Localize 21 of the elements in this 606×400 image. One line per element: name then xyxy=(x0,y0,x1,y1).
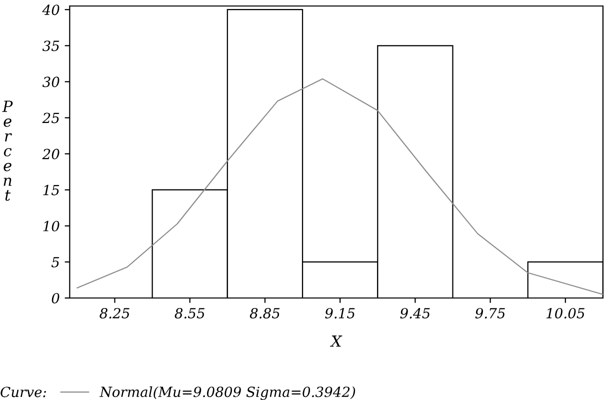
x-tick-label: 9.15 xyxy=(325,308,355,318)
y-tick-label: 15 xyxy=(43,184,60,196)
x-tick-label: 8.85 xyxy=(250,308,280,318)
legend-title: Curve: xyxy=(0,386,46,398)
y-tick-label: 20 xyxy=(42,148,60,160)
y-tick-label: 40 xyxy=(42,4,60,16)
y-axis-title: Percent xyxy=(2,100,13,201)
line-series xyxy=(76,78,603,295)
y-tick-label: 10 xyxy=(43,220,60,232)
legend-label: Normal(Mu=9.0809 Sigma=0.3942) xyxy=(99,386,356,400)
y-tick-label: 25 xyxy=(42,112,60,124)
x-axis-title: X xyxy=(330,336,342,347)
x-tick-label: 8.25 xyxy=(100,308,130,318)
x-tick-label: 9.75 xyxy=(475,308,505,318)
x-tick-label: 8.55 xyxy=(174,308,204,318)
y-tick-label: 35 xyxy=(42,40,60,52)
x-tick-label: 9.45 xyxy=(400,308,430,318)
y-tick-label: 5 xyxy=(51,257,60,268)
y-tick-label: 30 xyxy=(42,76,60,88)
x-tick-label: 10.05 xyxy=(546,308,584,318)
y-tick-label: 0 xyxy=(52,292,60,304)
